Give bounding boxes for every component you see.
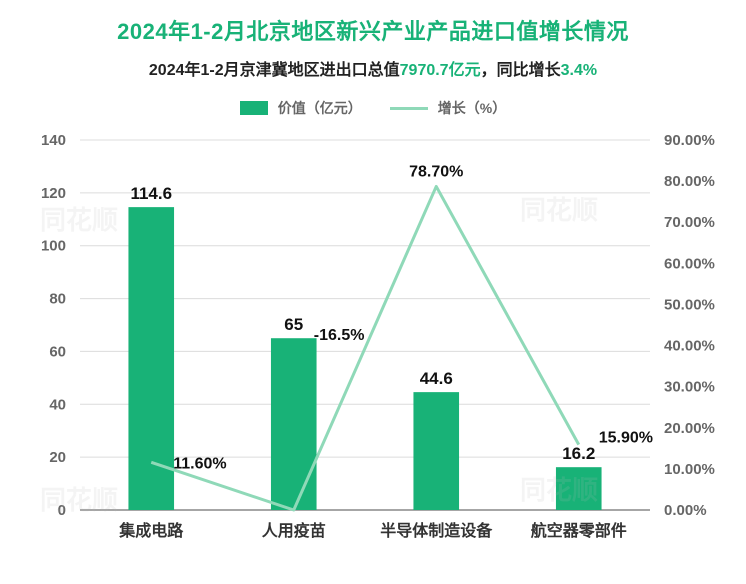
svg-text:80: 80 <box>49 291 66 308</box>
svg-text:80.00%: 80.00% <box>664 173 715 190</box>
svg-text:65: 65 <box>284 315 303 334</box>
svg-text:50.00%: 50.00% <box>664 296 715 313</box>
subtitle-mid: ，同比增长 <box>481 62 561 79</box>
chart-subtitle: 2024年1-2月京津冀地区进出口总值7970.7亿元，同比增长3.4% <box>0 56 746 80</box>
svg-text:0.00%: 0.00% <box>664 502 707 519</box>
svg-text:20: 20 <box>49 449 66 466</box>
svg-text:40.00%: 40.00% <box>664 338 715 355</box>
chart-title: 2024年1-2月北京地区新兴产业产品进口值增长情况 <box>0 0 746 46</box>
svg-text:140: 140 <box>41 132 66 149</box>
svg-text:15.90%: 15.90% <box>599 430 653 447</box>
svg-text:90.00%: 90.00% <box>664 132 715 149</box>
svg-text:-16.5%: -16.5% <box>314 327 365 344</box>
svg-text:44.6: 44.6 <box>420 369 453 388</box>
legend-item-bar: 价值（亿元） <box>240 98 362 118</box>
svg-text:30.00%: 30.00% <box>664 379 715 396</box>
title-text: 2024年1-2月北京地区新兴产业产品进口值增长情况 <box>117 19 629 44</box>
svg-text:120: 120 <box>41 185 66 202</box>
legend-bar-label: 价值（亿元） <box>278 98 362 118</box>
svg-text:100: 100 <box>41 238 66 255</box>
svg-text:20.00%: 20.00% <box>664 420 715 437</box>
chart-area: 0 20 40 60 80 100 120 140 0.00% 10.00% 20.00% 30.00… <box>0 130 746 560</box>
subtitle-value: 7970.7亿元 <box>400 62 481 79</box>
svg-text:10.00%: 10.00% <box>664 461 715 478</box>
svg-text:11.60%: 11.60% <box>173 455 226 472</box>
svg-text:60.00%: 60.00% <box>664 255 715 272</box>
svg-text:16.2: 16.2 <box>562 444 595 463</box>
svg-text:航空器零部件: 航空器零部件 <box>531 521 627 540</box>
legend-item-line: 增长（%） <box>390 98 506 118</box>
svg-text:40: 40 <box>49 396 66 413</box>
line-swatch-icon <box>390 107 428 110</box>
subtitle-growth: 3.4% <box>561 62 597 79</box>
svg-text:人用疫苗: 人用疫苗 <box>262 521 326 540</box>
svg-text:集成电路: 集成电路 <box>118 521 184 540</box>
chart-svg: 0 20 40 60 80 100 120 140 0.00% 10.00% 20.00% 30.00… <box>0 130 746 560</box>
svg-text:半导体制造设备: 半导体制造设备 <box>380 521 493 540</box>
svg-text:70.00%: 70.00% <box>664 214 715 231</box>
legend: 价值（亿元） 增长（%） <box>0 98 746 118</box>
legend-line-label: 增长（%） <box>438 98 506 118</box>
svg-text:60: 60 <box>49 343 66 360</box>
svg-text:0: 0 <box>58 502 66 519</box>
svg-text:78.70%: 78.70% <box>409 163 463 180</box>
subtitle-prefix: 2024年1-2月京津冀地区进出口总值 <box>149 62 400 79</box>
bar-swatch-icon <box>240 101 268 115</box>
svg-text:114.6: 114.6 <box>130 184 172 203</box>
